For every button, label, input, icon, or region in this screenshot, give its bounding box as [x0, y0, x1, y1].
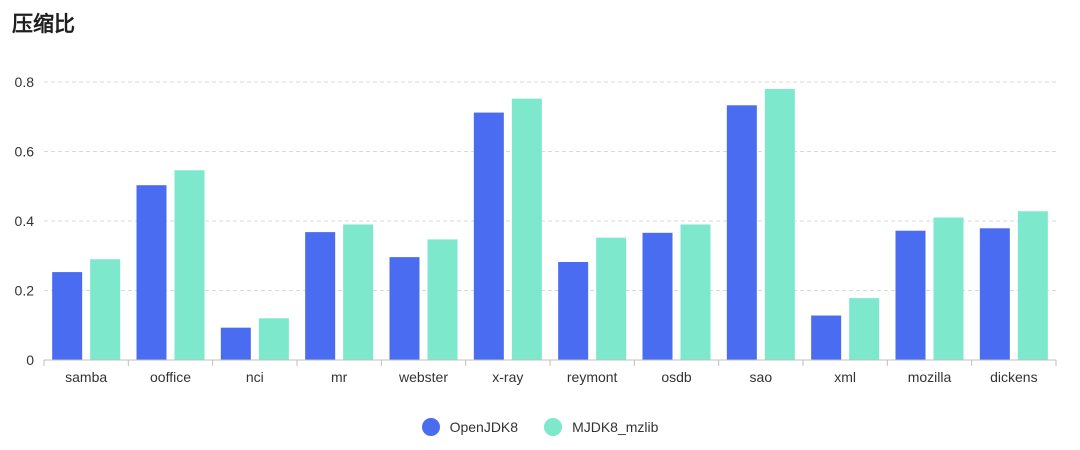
bar-openjdk8-sao[interactable]: [726, 105, 757, 360]
y-tick-label: 0.6: [15, 144, 35, 160]
bar-mjdk8-mzlib-mozilla[interactable]: [933, 217, 964, 360]
bars-layer: [52, 88, 1048, 361]
bar-mjdk8-mzlib-nci[interactable]: [258, 318, 289, 360]
bar-mjdk8-mzlib-mr[interactable]: [343, 224, 374, 360]
x-axis-layer: samba ooffice nci mr webster x-ray reymont osdb…: [43, 359, 1057, 385]
legend-item-openjdk8[interactable]: OpenJDK8: [421, 418, 519, 436]
bar-mjdk8-mzlib-samba[interactable]: [90, 259, 121, 360]
bar-openjdk8-mr[interactable]: [305, 232, 336, 360]
x-tick-label: samba: [65, 369, 107, 385]
bar-mjdk8-mzlib-ooffice[interactable]: [174, 170, 205, 360]
x-tick-label: osdb: [661, 369, 692, 385]
x-tick-label: x-ray: [492, 369, 523, 385]
bar-openjdk8-webster[interactable]: [389, 257, 420, 360]
bar-mjdk8-mzlib-x-ray[interactable]: [511, 98, 542, 361]
bar-openjdk8-mozilla[interactable]: [895, 230, 926, 360]
legend: OpenJDK8 MJDK8_mzlib: [0, 418, 1080, 436]
bar-openjdk8-nci[interactable]: [220, 327, 251, 360]
x-tick-label: xml: [834, 369, 856, 385]
legend-marker-mjdk8-mzlib: [544, 418, 563, 436]
x-tick-label: nci: [246, 369, 264, 385]
x-tick-label: ooffice: [150, 369, 191, 385]
bar-openjdk8-reymont[interactable]: [558, 262, 589, 360]
legend-item-mjdk8-mzlib[interactable]: MJDK8_mzlib: [544, 418, 658, 436]
bar-openjdk8-xml[interactable]: [811, 315, 842, 360]
x-tick-label: reymont: [567, 369, 618, 385]
y-tick-label: 0.2: [15, 283, 35, 299]
y-tick-label: 0.8: [15, 74, 35, 90]
bar-mjdk8-mzlib-webster[interactable]: [427, 239, 458, 360]
legend-marker-openjdk8: [421, 418, 440, 436]
bar-mjdk8-mzlib-reymont[interactable]: [596, 237, 627, 360]
legend-label-openjdk8: OpenJDK8: [449, 419, 519, 435]
bar-mjdk8-mzlib-xml[interactable]: [849, 298, 880, 360]
grid-layer: [44, 81, 1056, 291]
bar-mjdk8-mzlib-osdb[interactable]: [680, 224, 711, 360]
x-tick-label: mozilla: [908, 369, 952, 385]
chart-title: 压缩比: [12, 12, 75, 36]
bar-openjdk8-samba[interactable]: [52, 272, 83, 360]
x-tick-label: dickens: [990, 369, 1037, 385]
bar-chart: 0 0.2 0.4 0.6 0.8 samba ooffice nci mr webster x-…: [15, 74, 1057, 385]
bar-openjdk8-dickens[interactable]: [979, 228, 1010, 360]
x-tick-label: sao: [750, 369, 773, 385]
x-tick-label: mr: [331, 369, 348, 385]
bar-mjdk8-mzlib-sao[interactable]: [764, 88, 795, 360]
x-tick-label: webster: [398, 369, 448, 385]
y-tick-label: 0: [26, 352, 34, 368]
bar-openjdk8-ooffice[interactable]: [136, 185, 167, 360]
bar-openjdk8-x-ray[interactable]: [473, 112, 504, 360]
bar-openjdk8-osdb[interactable]: [642, 232, 673, 360]
y-tick-layer: 0 0.2 0.4 0.6 0.8: [15, 74, 35, 368]
legend-label-mjdk8-mzlib: MJDK8_mzlib: [572, 419, 659, 435]
y-tick-label: 0.4: [15, 213, 35, 229]
bar-mjdk8-mzlib-dickens[interactable]: [1017, 211, 1048, 360]
